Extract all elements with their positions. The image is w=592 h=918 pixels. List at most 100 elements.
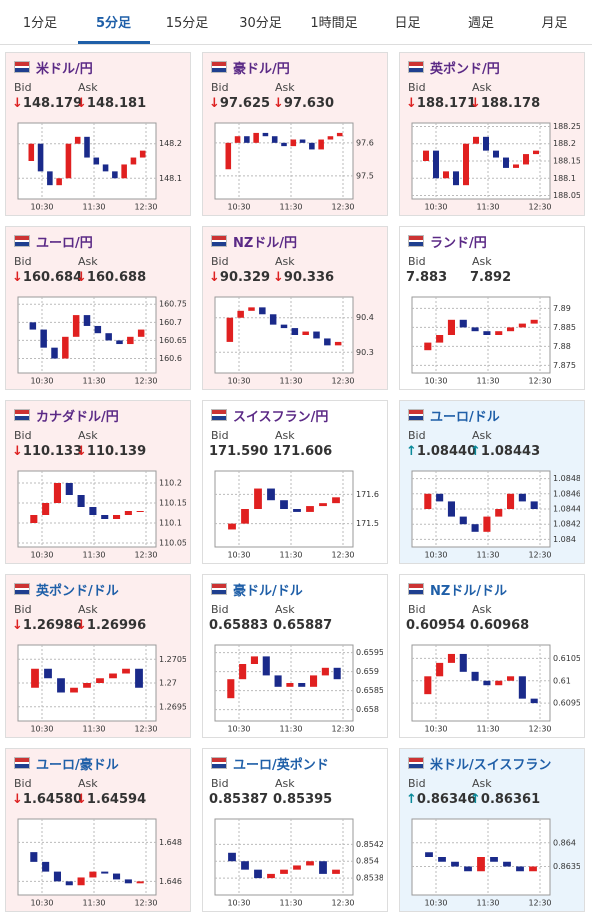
- x-tick-label: 12:30: [134, 899, 157, 908]
- ask-price: 110.139: [86, 444, 147, 459]
- candle-body: [267, 488, 275, 501]
- pair-title: スイスフラン/円: [233, 410, 329, 425]
- candle-body: [471, 524, 479, 532]
- y-tick-label: 7.875: [553, 361, 576, 370]
- currency-panel[interactable]: 豪ドル/円 Bid Ask ↓97.625 ↓97.630 97.5 97.6 10:30 11…: [202, 52, 388, 216]
- candle-body: [518, 323, 526, 328]
- candle-body: [72, 315, 80, 337]
- tab[interactable]: 1分足: [22, 16, 58, 31]
- tab[interactable]: 週足: [467, 16, 494, 31]
- candle-body: [310, 675, 318, 687]
- candle-body: [121, 164, 127, 179]
- currency-panel[interactable]: ユーロ/豪ドル Bid Ask ↓1.64580 ↓1.64594 1.646 1.648 1…: [5, 748, 191, 912]
- currency-panel[interactable]: 豪ドル/ドル Bid Ask 0.65883 0.65887 0.658 0.6585 0.6…: [202, 574, 388, 738]
- candle-body: [62, 336, 69, 359]
- candle-body: [309, 142, 315, 150]
- currency-panel[interactable]: カナダドル/円 Bid Ask ↓110.133 ↓110.139 110.05 110.1…: [5, 400, 191, 564]
- candle-body: [113, 873, 121, 880]
- tab[interactable]: 30分足: [239, 16, 282, 31]
- flag-icon: [211, 583, 227, 595]
- currency-panel[interactable]: 英ポンド/円 Bid Ask ↓188.171 ↓188.178 188.05 188.1 1…: [399, 52, 585, 216]
- bid-arrow: ↓: [209, 270, 220, 285]
- flag-icon: [211, 61, 227, 73]
- bid-label: Bid: [408, 603, 426, 616]
- y-tick-label: 0.8538: [356, 874, 383, 883]
- y-tick-label: 188.2: [553, 139, 576, 148]
- mini-chart: 171.5 171.6 10:30 11:30 12:30: [214, 470, 379, 560]
- candle-body: [226, 317, 234, 342]
- candle-body: [518, 676, 526, 699]
- ask-label: Ask: [472, 429, 492, 442]
- candle-body: [237, 310, 244, 318]
- currency-panel[interactable]: ユーロ/ドル Bid Ask ↑1.08440 ↑1.08443 1.084 1.0842 1…: [399, 400, 585, 564]
- x-tick-label: 10:30: [424, 377, 447, 386]
- tab-bar: 1分足 5分足 15分足 30分足 1時間足 日足 週足 月足: [0, 0, 592, 45]
- y-tick-label: 1.0844: [553, 505, 580, 514]
- plot-area: [17, 470, 157, 548]
- y-tick-label: 110.05: [159, 539, 186, 548]
- candle-body: [424, 493, 432, 509]
- x-tick-label: 10:30: [424, 899, 447, 908]
- candle-body: [443, 171, 449, 179]
- candle-body: [135, 668, 143, 688]
- bid-arrow: ↓: [12, 270, 23, 285]
- currency-panel[interactable]: NZドル/円 Bid Ask ↓90.329 ↓90.336 90.3 90.4 10:30 1…: [202, 226, 388, 390]
- ask-label: Ask: [275, 777, 295, 790]
- currency-panel[interactable]: スイスフラン/円 Bid Ask 171.590 171.606 171.5 171.6 10…: [202, 400, 388, 564]
- bid-label: Bid: [211, 255, 229, 268]
- pair-title: カナダドル/円: [36, 410, 119, 425]
- y-tick-label: 7.885: [553, 323, 576, 332]
- candle-body: [124, 879, 132, 884]
- bid-price: 1.08440: [416, 444, 477, 459]
- y-tick-label: 97.6: [356, 138, 374, 147]
- bid-value: ↓1.64580: [12, 792, 82, 807]
- tab[interactable]: 1時間足: [310, 16, 358, 31]
- candle-body: [94, 325, 102, 334]
- candle-body: [130, 157, 137, 165]
- pair-title: NZドル/ドル: [430, 584, 508, 599]
- currency-panel[interactable]: ユーロ/円 Bid Ask ↓160.684 ↓160.688 160.6 160.65 16…: [5, 226, 191, 390]
- currency-panel[interactable]: 米ドル/円 Bid Ask ↓148.179 ↓148.181 148.1 148.2 10:…: [5, 52, 191, 216]
- candle-body: [321, 667, 329, 676]
- tab[interactable]: 月足: [541, 16, 568, 31]
- plot-area: [17, 296, 157, 374]
- bid-label: Bid: [14, 81, 32, 94]
- bid-price: 0.65883: [209, 618, 269, 633]
- ask-label: Ask: [78, 255, 98, 268]
- ask-price: 97.630: [283, 96, 335, 111]
- y-tick-label: 110.15: [159, 499, 186, 508]
- tab[interactable]: 15分足: [165, 16, 209, 31]
- tab[interactable]: 5分足: [77, 0, 150, 44]
- bid-label: Bid: [14, 429, 32, 442]
- mini-chart: 160.6 160.65 160.7 160.75 10:30 11:30 12:30: [17, 296, 186, 386]
- candle-body: [493, 150, 499, 158]
- ask-label: Ask: [78, 777, 98, 790]
- tab[interactable]: 日足: [394, 16, 421, 31]
- bid-arrow: ↑: [406, 792, 417, 807]
- candle-body: [77, 495, 85, 507]
- mini-chart: 1.084 1.0842 1.0844 1.0846 1.0848 10:30 11:30 1…: [411, 470, 580, 560]
- candle-body: [459, 516, 467, 525]
- candle-body: [424, 342, 432, 351]
- y-tick-label: 0.6595: [356, 648, 383, 657]
- candle-body: [291, 328, 299, 335]
- candle-body: [250, 656, 258, 664]
- x-tick-label: 10:30: [30, 551, 53, 560]
- y-tick-label: 1.2705: [159, 655, 186, 664]
- currency-panel[interactable]: NZドル/ドル Bid Ask 0.60954 0.60968 0.6095 0.61 0.6…: [399, 574, 585, 738]
- candle-body: [228, 523, 236, 530]
- currency-panel[interactable]: ユーロ/英ポンド Bid Ask 0.85387 0.85395 0.8538 0.854 0…: [202, 748, 388, 912]
- currency-panel[interactable]: 米ドル/スイスフラン Bid Ask ↑0.86346 ↑0.86361 0.8635 0.…: [399, 748, 585, 912]
- currency-panel[interactable]: 英ポンド/ドル Bid Ask ↓1.26986 ↓1.26996 1.2695 1.27 1…: [5, 574, 191, 738]
- ask-label: Ask: [78, 603, 98, 616]
- plot-area: [17, 818, 157, 896]
- ask-arrow: ↓: [76, 96, 87, 111]
- x-tick-label: 12:30: [528, 551, 551, 560]
- x-tick-label: 11:30: [476, 377, 499, 386]
- x-tick-label: 12:30: [134, 203, 157, 212]
- currency-panel[interactable]: ランド/円 Bid Ask 7.883 7.892 7.875 7.88 7.885 7.89 1…: [399, 226, 585, 390]
- bid-label: Bid: [14, 255, 32, 268]
- y-tick-label: 90.4: [356, 313, 374, 322]
- bid-price: 171.590: [209, 444, 269, 459]
- ask-arrow: ↓: [76, 270, 87, 285]
